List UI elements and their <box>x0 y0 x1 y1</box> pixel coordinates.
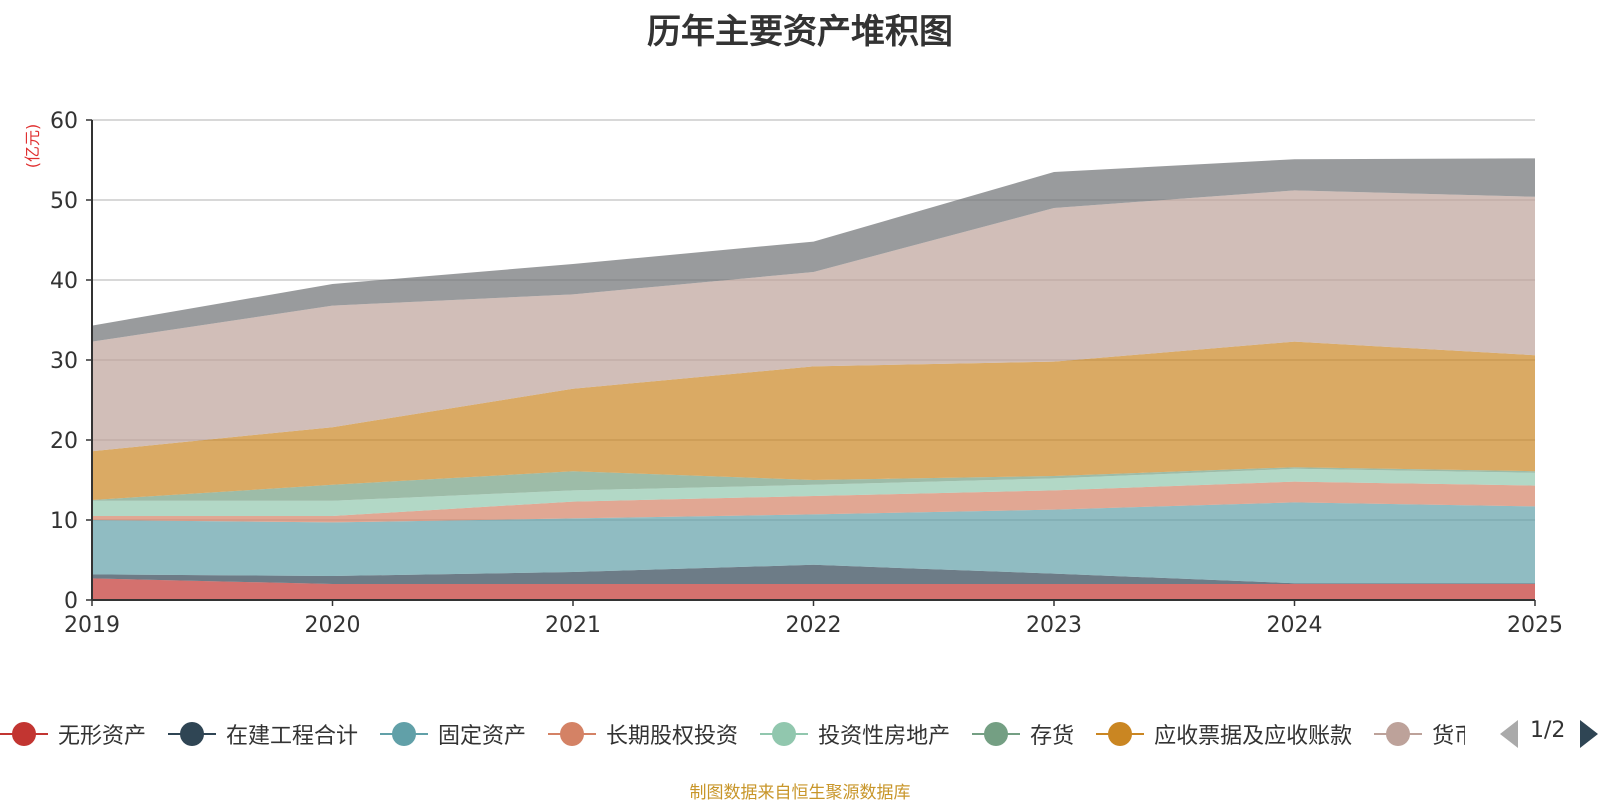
legend-marker-icon <box>760 722 809 746</box>
axes <box>86 119 1536 606</box>
legend-label: 无形资产 <box>58 724 147 749</box>
legend-marker-icon <box>1096 722 1145 746</box>
legend-label: 长期股权投资 <box>606 724 739 749</box>
y-tick-label: 50 <box>50 189 78 214</box>
area-series-2[interactable] <box>92 502 1535 584</box>
y-tick-label: 20 <box>50 429 78 454</box>
legend-next-page-icon[interactable] <box>1580 720 1598 748</box>
area-series-6[interactable] <box>92 341 1535 500</box>
y-tick-label: 60 <box>50 109 78 134</box>
legend-marker-icon <box>1374 722 1423 746</box>
legend: 无形资产 在建工程合计 固定资产 长期股权投资 投资性房地产 存货 应收票据及应收账款 货币资… <box>0 714 1465 754</box>
x-tick-label: 2023 <box>1026 613 1082 638</box>
legend-item-5[interactable]: 存货 <box>972 714 1074 754</box>
chart-title: 历年主要资产堆积图 <box>647 12 953 52</box>
x-tick-label: 2020 <box>305 613 361 638</box>
x-tick-label: 2021 <box>545 613 601 638</box>
legend-label: 应收票据及应收账款 <box>1154 724 1353 749</box>
chart-area: 0 10 20 30 40 50 60 2019 2020 2021 2022 2023 2024 202… <box>23 109 1563 638</box>
area-series-8[interactable] <box>92 158 1535 342</box>
x-tick-label: 2025 <box>1507 613 1563 638</box>
axis-labels: 0 10 20 30 40 50 60 2019 2020 2021 2022 2023 2024 202… <box>23 109 1563 638</box>
y-tick-label: 10 <box>50 509 78 534</box>
legend-item-2[interactable]: 固定资产 <box>380 714 526 754</box>
x-tick-label: 2024 <box>1267 613 1323 638</box>
legend-marker-icon <box>0 722 48 746</box>
y-axis-unit-label: (亿元) <box>23 124 42 169</box>
legend-label: 固定资产 <box>438 724 527 749</box>
area-series-3[interactable] <box>92 481 1535 523</box>
legend-label: 货币资金 <box>1432 724 1465 749</box>
legend-marker-icon <box>380 722 429 746</box>
legend-item-3[interactable]: 长期股权投资 <box>548 714 738 754</box>
y-tick-label: 30 <box>50 349 78 374</box>
area-series-7[interactable] <box>92 190 1535 452</box>
legend-marker-icon <box>168 722 217 746</box>
legend-page-indicator: 1/2 <box>1530 718 1566 743</box>
legend-pager: 1/2 <box>1500 716 1600 752</box>
area-series-1[interactable] <box>92 564 1535 584</box>
y-tick-label: 40 <box>50 269 78 294</box>
legend-item-7[interactable]: 货币资金 <box>1374 714 1465 754</box>
source-note: 制图数据来自恒生聚源数据库 <box>689 783 911 803</box>
legend-label: 投资性房地产 <box>818 724 951 749</box>
stacked-areas <box>92 158 1535 600</box>
legend-item-6[interactable]: 应收票据及应收账款 <box>1096 714 1352 754</box>
legend-marker-icon <box>972 722 1021 746</box>
area-series-0[interactable] <box>92 578 1535 600</box>
legend-item-4[interactable]: 投资性房地产 <box>760 714 950 754</box>
area-series-4[interactable] <box>92 468 1535 516</box>
legend-label: 存货 <box>1030 724 1075 749</box>
area-series-5[interactable] <box>92 467 1535 501</box>
legend-item-0[interactable]: 无形资产 <box>0 714 146 754</box>
x-tick-label: 2019 <box>64 613 120 638</box>
y-tick-label: 0 <box>64 589 78 614</box>
legend-marker-icon <box>548 722 597 746</box>
x-tick-label: 2022 <box>786 613 842 638</box>
legend-item-1[interactable]: 在建工程合计 <box>168 714 358 754</box>
legend-label: 在建工程合计 <box>226 724 359 749</box>
legend-prev-page-icon[interactable] <box>1500 720 1518 748</box>
